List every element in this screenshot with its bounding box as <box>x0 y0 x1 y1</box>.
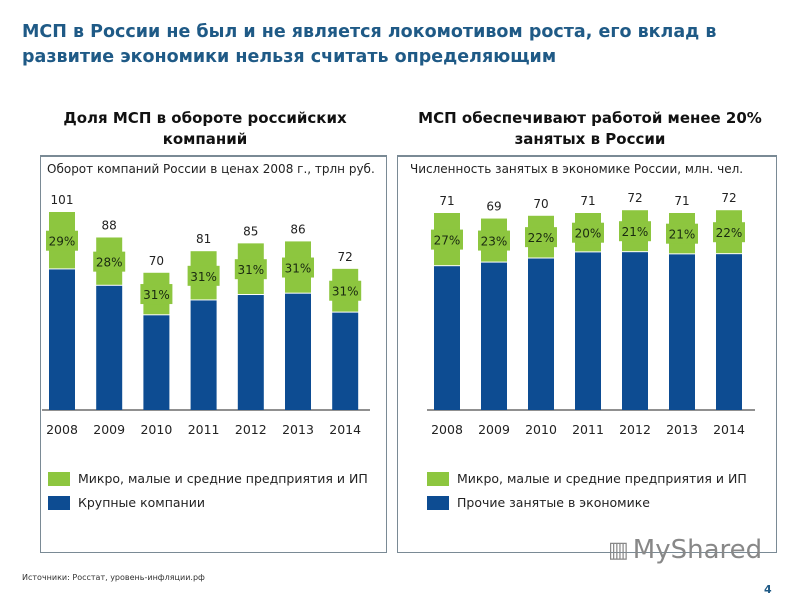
bar-other-2013 <box>285 293 311 410</box>
bar-other-2011 <box>190 300 217 410</box>
total-label-2012: 72 <box>627 191 642 205</box>
total-label-2013: 86 <box>290 222 305 236</box>
legend-label: Прочие занятые в экономике <box>457 495 650 510</box>
bar-other-2013 <box>669 254 695 410</box>
pct-label-2013: 31% <box>285 262 312 276</box>
presentation-icon: ▥ <box>608 537 629 563</box>
legend-label: Микро, малые и средние предприятия и ИП <box>457 471 747 486</box>
total-label-2014: 72 <box>338 250 353 264</box>
bar-other-2010 <box>528 258 554 410</box>
pct-label-bg <box>93 251 126 272</box>
total-label-2010: 70 <box>149 254 164 268</box>
left-chart-title: Доля МСП в обороте российских компаний <box>63 109 347 148</box>
bar-other-2014 <box>332 312 359 410</box>
pct-label-2011: 20% <box>575 227 602 241</box>
pct-label-2008: 29% <box>49 235 76 249</box>
x-tick-2011: 2011 <box>572 422 604 437</box>
pct-label-2011: 31% <box>190 270 217 284</box>
x-tick-2013: 2013 <box>282 422 314 437</box>
bar-other-2009 <box>481 262 507 410</box>
x-tick-2014: 2014 <box>713 422 745 437</box>
x-tick-2012: 2012 <box>619 422 651 437</box>
pct-label-bg <box>478 230 510 251</box>
left-legend-large: Крупные компании <box>48 495 205 510</box>
pct-label-bg <box>329 280 362 301</box>
pct-label-bg <box>572 222 604 243</box>
left-chart-panel <box>40 155 387 553</box>
pct-label-2009: 28% <box>96 256 123 270</box>
pct-label-2012: 21% <box>622 225 649 239</box>
left-legend-sme: Микро, малые и средние предприятия и ИП <box>48 471 368 486</box>
x-tick-2008: 2008 <box>46 422 78 437</box>
pct-label-2010: 31% <box>143 288 170 302</box>
total-label-2011: 71 <box>580 194 595 208</box>
left-chart-subtitle: Оборот компаний России в ценах 2008 г., … <box>47 162 375 176</box>
page-number: 4 <box>764 583 772 596</box>
total-label-2014: 72 <box>721 191 736 205</box>
total-label-2008: 71 <box>439 194 454 208</box>
legend-label: Крупные компании <box>78 495 205 510</box>
bar-other-2012 <box>622 252 648 410</box>
watermark-text: MyShared <box>632 535 763 565</box>
pct-label-bg <box>46 230 78 251</box>
bar-other-2008 <box>49 269 75 410</box>
bar-other-2012 <box>237 295 264 410</box>
total-label-2009: 69 <box>486 200 501 214</box>
right-chart-panel <box>397 155 777 553</box>
pct-label-2014: 31% <box>332 285 359 299</box>
x-tick-2009: 2009 <box>478 422 510 437</box>
pct-label-bg <box>187 265 220 286</box>
bar-other-2008 <box>434 266 460 410</box>
x-tick-2013: 2013 <box>666 422 698 437</box>
legend-swatch-blue <box>427 495 449 510</box>
bar-other-2010 <box>143 315 170 410</box>
right-chart-title: МСП обеспечивают работой менее 20% занят… <box>418 109 762 148</box>
pct-label-bg <box>431 229 463 250</box>
total-label-2012: 85 <box>243 224 258 238</box>
pct-label-2012: 31% <box>237 263 264 277</box>
x-tick-2014: 2014 <box>329 422 361 437</box>
legend-label: Микро, малые и средние предприятия и ИП <box>78 471 368 486</box>
right-chart-subtitle: Численность занятых в экономике России, … <box>410 162 744 176</box>
pct-label-bg <box>713 222 745 243</box>
pct-label-2010: 22% <box>528 231 555 245</box>
pct-label-bg <box>619 221 651 242</box>
slide-title: МСП в России не был и не является локомо… <box>22 22 717 67</box>
legend-swatch-green <box>48 471 70 486</box>
legend-swatch-green <box>427 471 449 486</box>
x-tick-2009: 2009 <box>93 422 125 437</box>
watermark-logo: ▥ MyShared <box>608 535 762 565</box>
source-note: Источники: Росстат, уровень-инфляции.рф <box>22 573 205 582</box>
x-tick-2008: 2008 <box>431 422 463 437</box>
legend-swatch-blue <box>48 495 70 510</box>
total-label-2011: 81 <box>196 232 211 246</box>
bar-other-2014 <box>716 254 742 410</box>
pct-label-bg <box>666 223 698 244</box>
pct-label-2013: 21% <box>669 228 696 242</box>
pct-label-2014: 22% <box>716 226 743 240</box>
x-tick-2010: 2010 <box>525 422 557 437</box>
bar-other-2009 <box>96 285 123 410</box>
pct-label-bg <box>525 227 557 248</box>
pct-label-bg <box>234 259 267 280</box>
x-tick-2011: 2011 <box>188 422 220 437</box>
pct-label-bg <box>282 257 314 278</box>
total-label-2008: 101 <box>51 193 74 207</box>
x-tick-2012: 2012 <box>235 422 267 437</box>
pct-label-2009: 23% <box>481 235 508 249</box>
total-label-2013: 71 <box>674 194 689 208</box>
right-legend-sme: Микро, малые и средние предприятия и ИП <box>427 471 747 486</box>
bar-other-2011 <box>575 252 601 410</box>
pct-label-bg <box>140 284 173 305</box>
x-tick-2010: 2010 <box>140 422 172 437</box>
total-label-2009: 88 <box>102 218 117 232</box>
right-legend-other: Прочие занятые в экономике <box>427 495 650 510</box>
pct-label-2008: 27% <box>434 234 461 248</box>
total-label-2010: 70 <box>533 197 548 211</box>
